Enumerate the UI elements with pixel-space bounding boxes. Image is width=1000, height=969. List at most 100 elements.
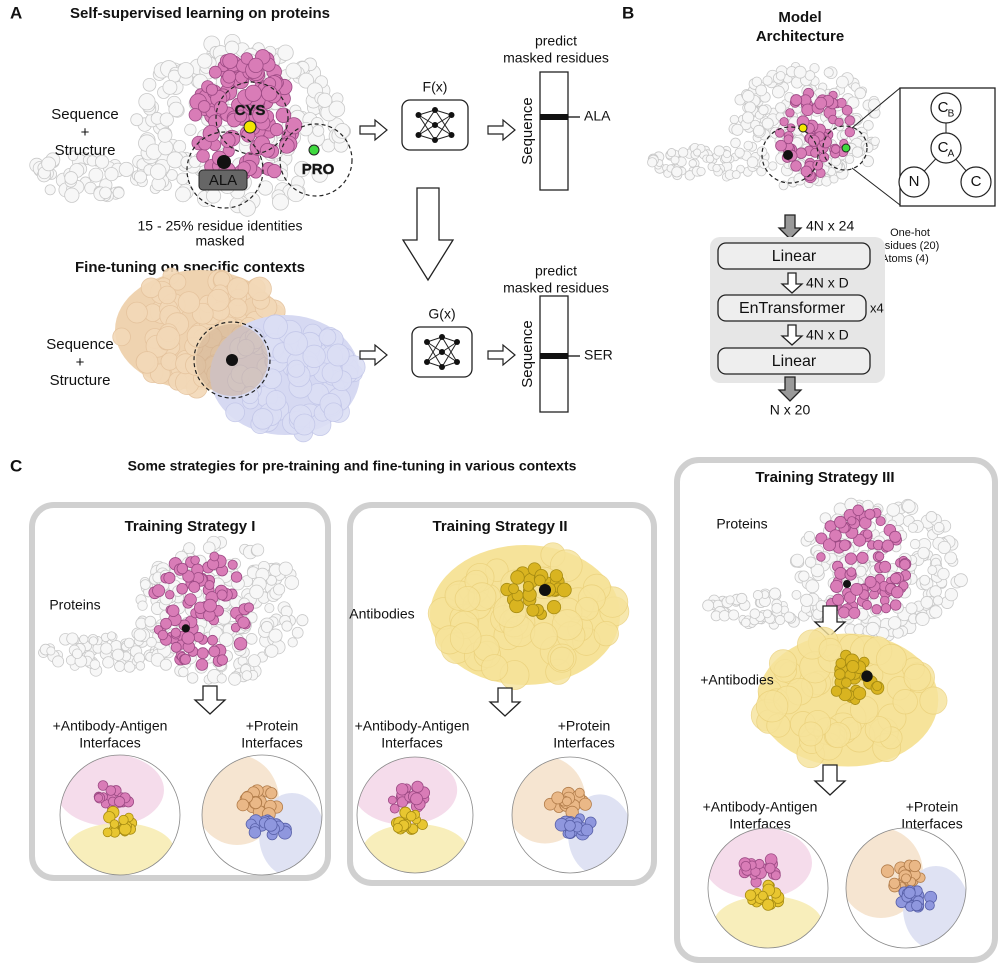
bead [744, 889, 757, 901]
bead [64, 171, 78, 185]
bead [449, 622, 482, 654]
bead [874, 551, 885, 562]
bead [771, 85, 785, 99]
bead [578, 797, 592, 811]
bead [202, 541, 216, 555]
bead [208, 645, 221, 658]
bead [889, 530, 902, 543]
mask-circle [761, 126, 819, 184]
bead [184, 123, 197, 136]
bead [107, 631, 117, 641]
bead [46, 646, 56, 656]
bead [170, 641, 182, 653]
bead [248, 826, 262, 839]
zoom-outline [845, 827, 967, 949]
bead [152, 584, 166, 598]
bead [99, 186, 112, 200]
bead [728, 609, 740, 621]
bead [334, 123, 351, 139]
edge [418, 114, 436, 141]
bead [790, 553, 805, 568]
edge [418, 124, 436, 136]
label: ALA [584, 108, 611, 124]
bead [793, 65, 807, 79]
bead [213, 100, 228, 115]
bead [323, 402, 344, 422]
label: ALA [209, 172, 237, 189]
label: C [971, 173, 982, 190]
bead [318, 328, 337, 346]
zoom-outline [707, 827, 829, 949]
bead [406, 811, 417, 822]
bead [562, 796, 572, 807]
bead [157, 629, 169, 641]
bead [580, 823, 594, 837]
bead [157, 127, 173, 143]
node [432, 122, 438, 128]
bead [847, 96, 860, 109]
bead [752, 590, 763, 601]
bead [768, 649, 798, 678]
zoom-outline [511, 756, 629, 874]
bead [251, 543, 265, 557]
bead [94, 793, 104, 803]
bead [575, 596, 599, 621]
bead [157, 285, 177, 305]
bead [775, 102, 787, 114]
bead [768, 161, 778, 171]
bead [146, 636, 157, 648]
bead [508, 583, 519, 594]
label: Model [778, 9, 821, 26]
bead [111, 648, 125, 661]
mask-circle [822, 125, 868, 171]
label: C [10, 456, 22, 475]
bead [454, 585, 481, 612]
label: Training Strategy I [125, 518, 256, 535]
bead [865, 621, 880, 636]
bead [804, 556, 817, 568]
bead [917, 546, 930, 560]
bead [209, 551, 220, 562]
bead [182, 570, 195, 583]
label: Interfaces [729, 816, 790, 832]
bead [114, 660, 126, 672]
bead [387, 795, 397, 805]
bead [264, 603, 275, 614]
residue [841, 143, 851, 153]
bead [829, 529, 842, 542]
bead [293, 413, 316, 436]
bead [836, 75, 849, 89]
bead [114, 796, 126, 808]
bead [824, 722, 851, 749]
zoom-outline [59, 754, 181, 876]
bead [564, 819, 576, 832]
bead [905, 602, 918, 615]
bead [574, 787, 585, 798]
bead [317, 92, 333, 108]
atom [898, 166, 930, 198]
bead [530, 622, 558, 650]
bead [551, 791, 565, 805]
bead [522, 580, 534, 592]
bead [265, 787, 278, 800]
surface [714, 896, 822, 948]
bead [100, 642, 113, 655]
residue [783, 150, 793, 160]
bead [753, 124, 765, 137]
atom [930, 92, 962, 124]
label: +Antibodies [700, 672, 774, 688]
bead [244, 84, 262, 102]
bead [234, 109, 248, 123]
edge [426, 341, 443, 353]
bead [774, 614, 786, 626]
edge [426, 341, 443, 368]
bead [270, 123, 284, 137]
bead [218, 632, 234, 647]
bead [852, 686, 867, 700]
bead [261, 85, 278, 102]
bead [944, 551, 958, 565]
bead [881, 603, 892, 614]
bead [771, 602, 783, 614]
bead [937, 567, 950, 581]
bead [190, 555, 200, 565]
